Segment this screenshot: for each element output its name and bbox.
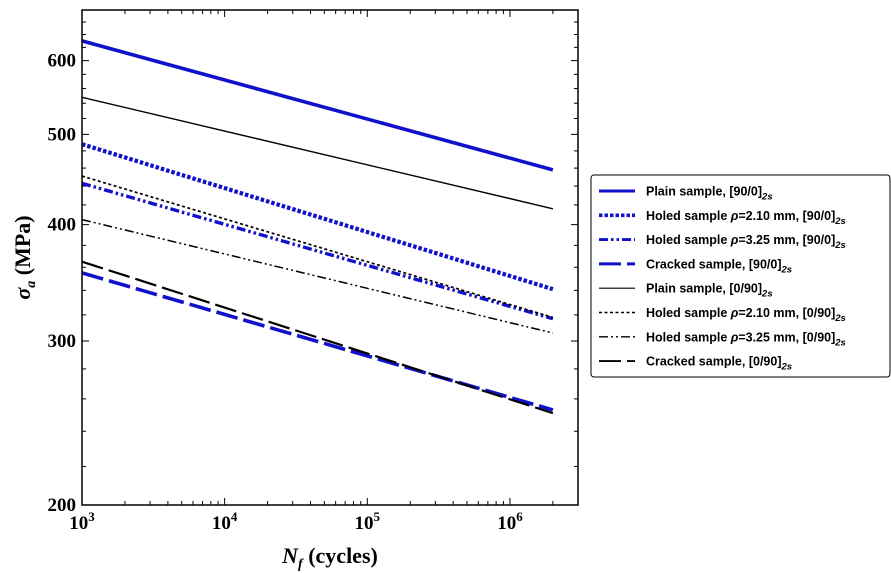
x-tick-label: 104 bbox=[212, 509, 238, 534]
x-axis-unit: (cycles) bbox=[303, 543, 378, 568]
series-line-6 bbox=[82, 176, 553, 317]
series-line-1 bbox=[82, 41, 553, 170]
y-tick-label: 500 bbox=[48, 124, 77, 145]
series-line-5 bbox=[82, 97, 553, 208]
y-tick-label: 400 bbox=[48, 215, 77, 236]
series-line-7 bbox=[82, 220, 553, 333]
series-line-2 bbox=[82, 144, 553, 289]
y-tick-label: 300 bbox=[48, 331, 77, 352]
axis-ticks bbox=[82, 10, 578, 505]
y-tick-label: 200 bbox=[48, 495, 77, 516]
y-tick-label: 600 bbox=[48, 51, 77, 72]
y-axis-title: σa (MPa) bbox=[10, 215, 39, 299]
x-tick-label: 106 bbox=[497, 509, 523, 534]
x-tick-label: 105 bbox=[355, 509, 381, 534]
series-line-3 bbox=[82, 183, 553, 318]
plot-frame bbox=[82, 10, 578, 505]
x-axis-title: Nf (cycles) bbox=[281, 543, 378, 572]
y-axis-unit: (MPa) bbox=[10, 215, 35, 280]
series-line-8 bbox=[82, 262, 553, 413]
x-axis-symbol: N bbox=[281, 543, 299, 568]
y-axis-subscript: a bbox=[24, 281, 39, 288]
series-layer bbox=[82, 41, 553, 413]
